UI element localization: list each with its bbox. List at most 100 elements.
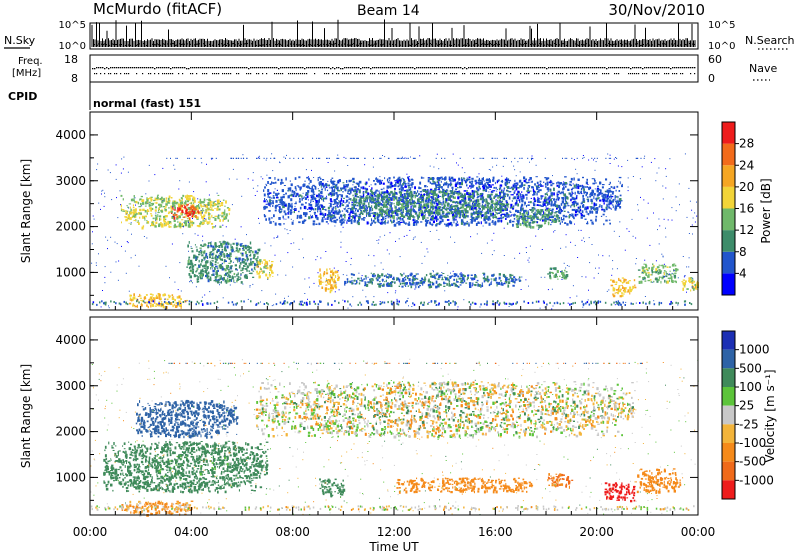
nave-point: [338, 73, 340, 75]
scatter-cell: [362, 206, 365, 208]
scatter-cell: [158, 215, 161, 218]
scatter-cell: [466, 192, 469, 195]
scatter-cell: [409, 199, 411, 202]
nave-point: [580, 73, 582, 75]
scatter-cell: [302, 184, 305, 188]
scatter-cell: [265, 199, 267, 201]
scatter-cell: [430, 219, 433, 221]
scatter-cell: [365, 188, 368, 190]
scatter-cell: [597, 207, 599, 211]
scatter-cell: [460, 192, 462, 195]
scatter-cell: [292, 208, 294, 210]
nave-point: [172, 73, 174, 75]
freq-point: [390, 67, 392, 69]
scatter-cell: [458, 203, 461, 205]
scatter-cell: [571, 213, 573, 216]
freq-point: [584, 67, 586, 69]
scatter-cell: [273, 214, 275, 218]
nave-point: [652, 73, 654, 75]
nave-point: [336, 73, 338, 75]
scatter-cell: [527, 211, 530, 215]
scatter-cell: [436, 198, 439, 201]
scatter-cell: [450, 200, 452, 203]
scatter-cell: [573, 217, 575, 220]
scatter-cell: [498, 206, 501, 210]
scatter-cell: [154, 225, 157, 228]
scatter-cell: [270, 197, 273, 199]
scatter-cell: [469, 181, 472, 184]
scatter-cell: [165, 197, 168, 200]
scatter-cell: [468, 224, 470, 227]
scatter-cell: [541, 205, 544, 207]
scatter-cell: [593, 208, 596, 211]
scatter-cell: [384, 211, 388, 215]
scatter-cell: [410, 196, 413, 199]
scatter-cell: [332, 203, 335, 205]
scatter-cell: [164, 222, 166, 225]
scatter-cell: [425, 199, 427, 201]
scatter-cell: [438, 223, 441, 226]
scatter-cell: [349, 191, 352, 193]
scatter-cell: [156, 201, 158, 204]
freq-point: [318, 67, 320, 69]
scatter-cell: [407, 194, 409, 198]
scatter-cell: [290, 205, 293, 208]
scatter-cell: [338, 194, 342, 196]
scatter-cell: [160, 222, 162, 224]
scatter-cell: [586, 222, 589, 225]
scatter-cell: [154, 209, 157, 212]
nsearch-dot: [605, 44, 606, 46]
scatter-cell: [492, 177, 495, 180]
nave-point: [694, 73, 696, 75]
scatter-cell: [384, 204, 386, 207]
scatter-cell: [228, 242, 230, 246]
scatter-cell: [536, 212, 539, 214]
nsearch-dot: [203, 43, 204, 45]
scatter-cell: [479, 179, 482, 182]
scatter-cell: [614, 205, 618, 209]
nave-point: [158, 73, 160, 75]
scatter-cell: [469, 181, 472, 183]
nsky-tick-bottom: 10^0: [59, 41, 86, 52]
freq-point: [398, 67, 400, 69]
scatter-cell: [276, 196, 279, 199]
scatter-cell: [403, 206, 405, 210]
scatter-cell: [406, 193, 409, 196]
scatter-cell: [545, 213, 547, 215]
scatter-cell: [543, 211, 545, 215]
scatter-cell: [299, 216, 303, 219]
scatter-cell: [468, 204, 471, 207]
scatter-cell: [312, 184, 315, 187]
scatter-cell: [422, 189, 425, 192]
nave-point: [436, 73, 438, 75]
scatter-cell: [506, 193, 509, 197]
nave-point: [506, 73, 508, 75]
scatter-cell: [182, 194, 184, 197]
scatter-cell: [404, 195, 406, 199]
scatter-cell: [410, 198, 413, 201]
nsearch-dot: [449, 44, 450, 46]
nsearch-dot: [510, 43, 512, 45]
scatter-cell: [586, 196, 589, 198]
scatter-cell: [358, 184, 360, 188]
scatter-cell: [404, 180, 406, 183]
scatter-cell: [214, 217, 217, 221]
scatter-cell: [443, 215, 445, 218]
scatter-cell: [519, 196, 522, 198]
scatter-cell: [471, 185, 474, 188]
scatter-cell: [497, 199, 499, 203]
freq-point: [564, 67, 566, 69]
scatter-cell: [470, 182, 473, 186]
scatter-cell: [142, 225, 145, 228]
scatter-cell: [499, 206, 501, 208]
scatter-cell: [428, 211, 430, 214]
scatter-cell: [593, 178, 596, 181]
scatter-cell: [296, 192, 299, 196]
nave-point: [616, 73, 618, 75]
nave-point: [404, 73, 406, 75]
scatter-cell: [498, 187, 501, 191]
scatter-cell: [446, 211, 449, 213]
scatter-cell: [377, 218, 379, 221]
scatter-cell: [336, 213, 339, 215]
scatter-cell: [178, 215, 181, 219]
